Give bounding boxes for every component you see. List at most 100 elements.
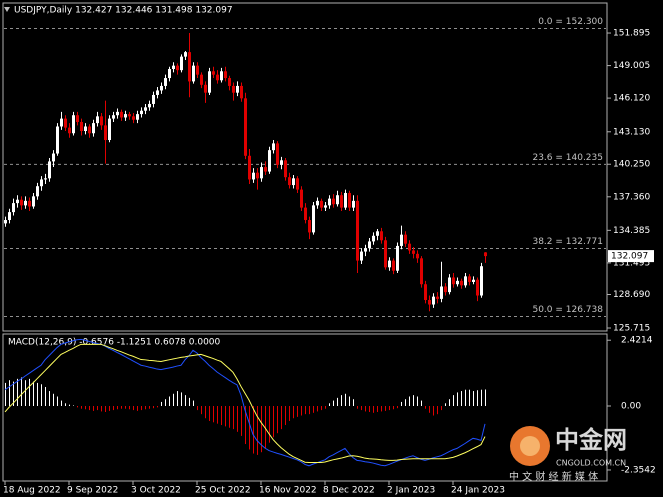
histogram-bar [189,397,190,407]
candle-body [284,160,287,178]
histogram-bar [325,406,326,409]
candle-body [324,205,327,208]
candle-body [184,52,187,57]
candle-body [468,276,471,282]
candle-body [332,198,335,205]
candle-body [316,200,319,206]
candle-body [464,276,467,286]
candle-body [52,153,55,162]
candle-body [176,65,179,71]
histogram-bar [309,406,310,415]
histogram-bar [281,406,282,430]
histogram-bar [321,406,322,411]
candle-body [32,196,35,207]
histogram-bar [209,406,210,421]
candle-body [160,85,163,91]
candle-body [388,260,391,268]
histogram-bar [29,378,30,407]
histogram-bar [61,400,62,407]
histogram-bar [185,395,186,407]
watermark-slogan: 中 文 财 经 新 媒 体 [509,470,598,483]
candle-body [76,115,79,122]
histogram-bar [161,401,162,407]
watermark-site: CNGOLD.COM.CN [556,459,626,468]
histogram-bar [269,406,270,443]
histogram-bar [201,406,202,415]
y-tick-label: 2.4214 [621,336,653,346]
candle-body [204,84,207,93]
histogram-bar [241,406,242,436]
histogram-bar [213,406,214,423]
chart-title: USDJPY,Daily 132.427 132.446 131.498 132… [14,6,233,16]
candle-body [424,284,427,301]
histogram-bar [349,396,350,407]
candle-body [336,195,339,205]
x-tick-label: 9 Sep 2022 [67,486,118,496]
histogram-bar [229,406,230,428]
candle-body [448,277,451,293]
candle-body [320,200,323,208]
candle-body [128,114,131,117]
y-tick-label: 128.690 [613,290,650,300]
histogram-bar [101,406,102,412]
histogram-bar [453,395,454,407]
histogram-bar [141,406,142,411]
candle-body [72,115,75,134]
candle-body [236,85,239,93]
histogram-bar [137,406,138,411]
candle-body [408,243,411,251]
candle-body [300,189,303,208]
candle-body [436,296,439,299]
x-tick-label: 18 Aug 2022 [3,486,61,496]
watermark: 中金网 CNGOLD.COM.CN 中 文 财 经 新 媒 体 [509,426,627,483]
candle-body [68,127,71,134]
candle-body [244,98,247,156]
histogram-bar [417,396,418,407]
histogram-bar [409,396,410,407]
candle-body [196,65,199,75]
candle-body [164,78,167,86]
candle-body [40,179,43,187]
candle-body [168,69,171,79]
histogram-bar [25,380,26,407]
histogram-bar [421,400,422,407]
histogram-bar [45,386,46,407]
candle-body [228,78,231,86]
candle-body [340,195,343,208]
histogram-bar [469,389,470,407]
histogram-bar [449,399,450,407]
histogram-bar [113,406,114,411]
candle-body [392,260,395,271]
candle-body [224,71,227,79]
histogram-bar [389,406,390,411]
candle-body [144,107,147,111]
candle-body [80,121,83,131]
histogram-bar [405,399,406,407]
candle-body [328,198,331,206]
y-tick-label: 131.495 [613,258,650,268]
histogram-bar [77,406,78,408]
y-tick-label: -2.3542 [621,465,656,475]
x-tick-label: 16 Nov 2022 [259,486,317,496]
histogram-bar [297,406,298,417]
candle-body [132,116,135,120]
histogram-bar [153,406,154,409]
histogram-bar [221,406,222,426]
symbol-icon [4,7,10,12]
y-tick-label: 137.360 [613,192,650,202]
histogram-bar [429,406,430,413]
candle-body [60,118,63,127]
candle-body [368,241,371,249]
histogram-bar [301,406,302,416]
candle-body [268,150,271,172]
candle-body [192,65,195,82]
histogram-bar [173,393,174,407]
fib-label: 50.0 = 126.738 [532,305,603,315]
histogram-bar [257,406,258,455]
histogram-bar [13,381,14,407]
candle-body [296,178,299,190]
histogram-bar [81,406,82,409]
current-price-label: 132.097 [611,252,648,262]
candle-body [188,52,191,82]
candle-body [384,240,387,268]
